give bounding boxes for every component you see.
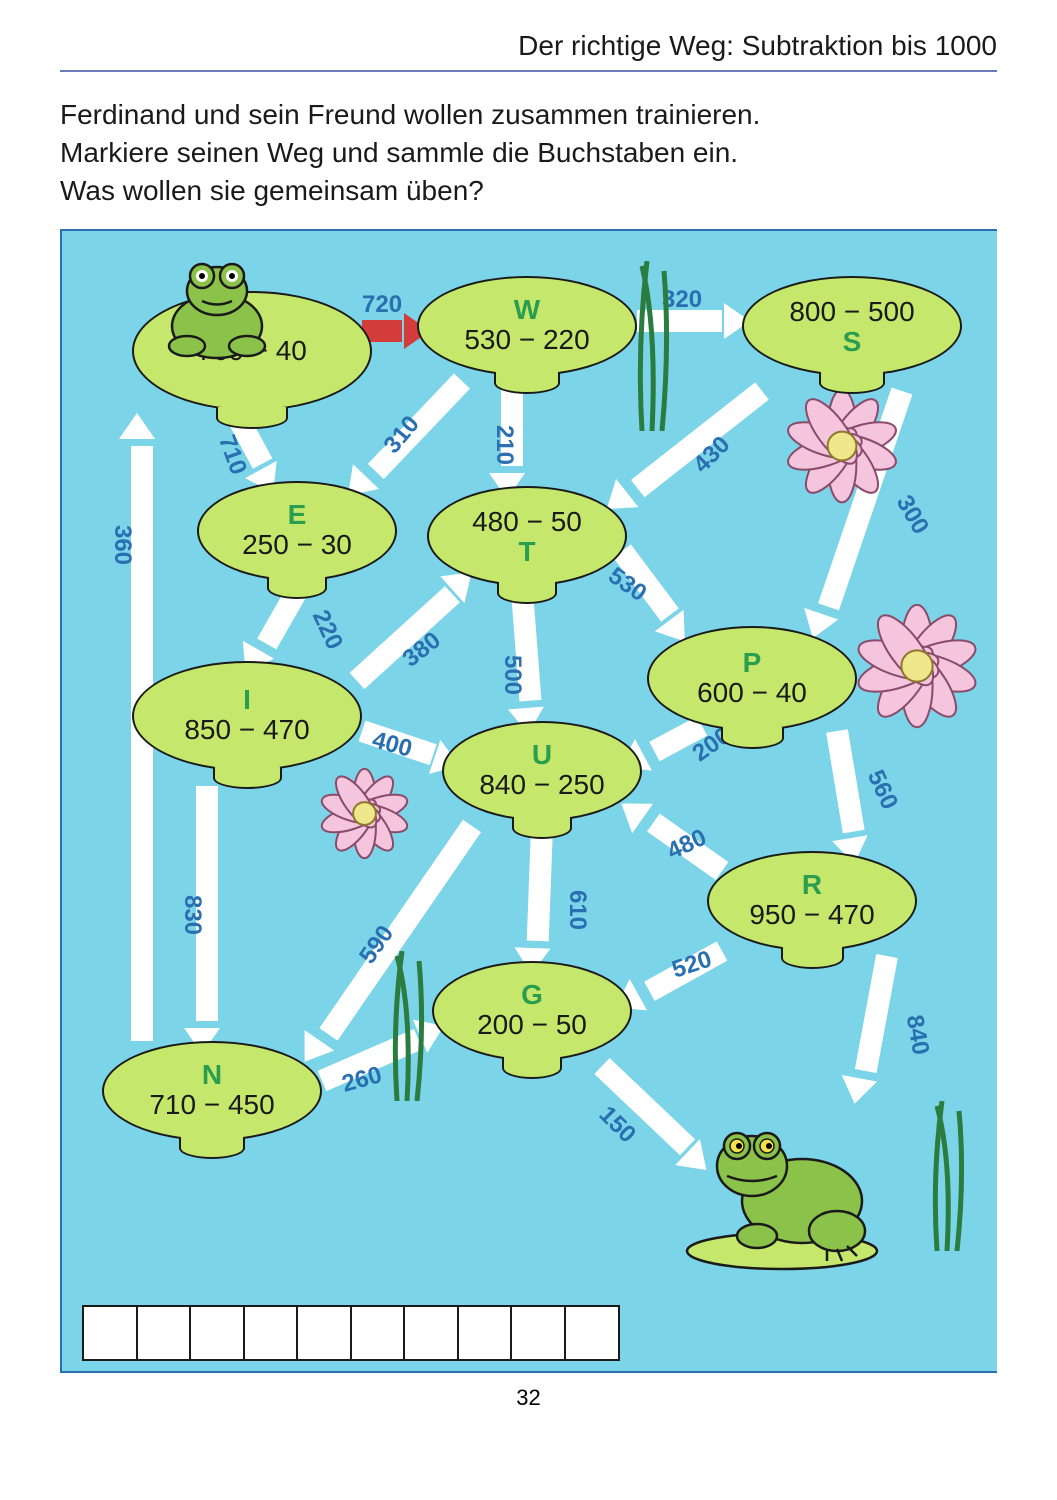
pond-container: 7203203102107102203805005304303004002005… bbox=[60, 229, 997, 1373]
pad-stem bbox=[213, 767, 282, 789]
frog-icon bbox=[682, 1091, 882, 1276]
pad-expression: 800 − 500 bbox=[789, 296, 914, 328]
edge-label: 560 bbox=[861, 766, 903, 814]
pad-letter: U bbox=[532, 741, 552, 769]
pad-letter: E bbox=[288, 501, 307, 529]
answer-box[interactable] bbox=[296, 1305, 352, 1361]
edge-label: 840 bbox=[900, 1013, 935, 1057]
pad-stem bbox=[497, 582, 557, 604]
path-arrow bbox=[826, 730, 864, 834]
pad-expression: 850 − 470 bbox=[184, 714, 309, 746]
instructions-text: Ferdinand und sein Freund wollen zusamme… bbox=[60, 96, 997, 209]
pad-stem bbox=[179, 1137, 245, 1159]
pad-letter: N bbox=[202, 1061, 222, 1089]
lily-pad-I: I850 − 470 bbox=[132, 661, 362, 771]
lotus-flower bbox=[782, 386, 902, 511]
pad-expression: 250 − 30 bbox=[242, 529, 352, 561]
pad-expression: 840 − 250 bbox=[479, 769, 604, 801]
lily-pad-W: W530 − 220 bbox=[417, 276, 637, 376]
pad-expression: 600 − 40 bbox=[697, 677, 807, 709]
lily-pad-R: R950 − 470 bbox=[707, 851, 917, 951]
answer-box[interactable] bbox=[82, 1305, 138, 1361]
pad-expression: 200 − 50 bbox=[477, 1009, 587, 1041]
edge-label: 220 bbox=[306, 606, 348, 654]
frog-icon bbox=[157, 246, 277, 371]
pad-stem bbox=[494, 372, 560, 394]
lotus-flower bbox=[852, 601, 982, 736]
answer-boxes bbox=[82, 1305, 617, 1361]
pad-letter: I bbox=[243, 686, 251, 714]
reed-plant bbox=[622, 261, 682, 436]
pad-stem bbox=[781, 947, 844, 969]
pad-letter: W bbox=[514, 296, 540, 324]
pad-stem bbox=[512, 817, 572, 839]
pad-stem bbox=[216, 407, 288, 429]
worksheet-page: Der richtige Weg: Subtraktion bis 1000 F… bbox=[0, 0, 1057, 1431]
lotus-flower bbox=[317, 766, 412, 866]
pad-stem bbox=[267, 577, 327, 599]
edge-label: 500 bbox=[498, 655, 526, 695]
pad-letter: R bbox=[802, 871, 822, 899]
edge-label: 610 bbox=[563, 890, 591, 930]
pond: 7203203102107102203805005304303004002005… bbox=[62, 231, 997, 1371]
pad-expression: 480 − 50 bbox=[472, 506, 582, 538]
answer-box[interactable] bbox=[136, 1305, 192, 1361]
path-arrow bbox=[855, 954, 898, 1073]
arrow-head bbox=[119, 413, 155, 439]
lily-pad-T: 480 − 50T bbox=[427, 486, 627, 586]
page-number: 32 bbox=[60, 1385, 997, 1411]
answer-box[interactable] bbox=[403, 1305, 459, 1361]
pad-stem bbox=[502, 1057, 562, 1079]
answer-box[interactable] bbox=[510, 1305, 566, 1361]
lily-pad-P: P600 − 40 bbox=[647, 626, 857, 731]
edge-label: 520 bbox=[669, 946, 716, 985]
pad-letter: P bbox=[743, 649, 762, 677]
reed-plant bbox=[917, 1101, 977, 1256]
lily-pad-N: N710 − 450 bbox=[102, 1041, 322, 1141]
page-header: Der richtige Weg: Subtraktion bis 1000 bbox=[60, 30, 997, 72]
pad-expression: 710 − 450 bbox=[149, 1089, 274, 1121]
edge-label: 210 bbox=[490, 425, 518, 465]
pad-letter: T bbox=[518, 538, 535, 566]
lily-pad-E: E250 − 30 bbox=[197, 481, 397, 581]
path-arrow bbox=[350, 587, 460, 690]
pad-letter: S bbox=[843, 328, 862, 356]
lily-pad-U: U840 − 250 bbox=[442, 721, 642, 821]
answer-box[interactable] bbox=[189, 1305, 245, 1361]
pad-letter: G bbox=[521, 981, 543, 1009]
path-arrow bbox=[527, 826, 553, 942]
edge-label: 720 bbox=[362, 291, 402, 319]
lily-pad-S: 800 − 500S bbox=[742, 276, 962, 376]
pad-expression: 950 − 470 bbox=[749, 899, 874, 931]
reed-plant bbox=[377, 951, 437, 1106]
edge-label: 360 bbox=[108, 525, 136, 565]
lily-pad-G: G200 − 50 bbox=[432, 961, 632, 1061]
answer-box[interactable] bbox=[350, 1305, 406, 1361]
answer-box[interactable] bbox=[457, 1305, 513, 1361]
edge-label: 400 bbox=[369, 727, 415, 764]
edge-label: 830 bbox=[178, 895, 206, 935]
answer-box[interactable] bbox=[243, 1305, 299, 1361]
pad-expression: 530 − 220 bbox=[464, 324, 589, 356]
answer-box[interactable] bbox=[564, 1305, 620, 1361]
